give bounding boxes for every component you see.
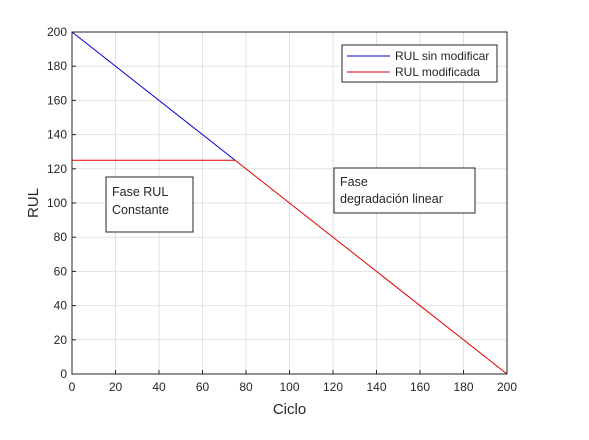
annotation-constant-line-1: Fase RUL xyxy=(112,185,168,199)
y-tick-label: 160 xyxy=(47,93,67,107)
annotation-constant-box xyxy=(105,176,194,233)
x-axis-ticks: 0 20 40 60 80 100 120 140 160 180 200 xyxy=(69,370,517,394)
x-tick-label: 60 xyxy=(196,380,210,394)
x-tick-label: 200 xyxy=(497,380,517,394)
x-tick-label: 80 xyxy=(239,380,253,394)
annotation-linear-box xyxy=(333,167,476,214)
series-line-rul-modificada xyxy=(72,159,508,375)
y-tick-label: 200 xyxy=(47,25,67,39)
y-tick-label: 180 xyxy=(47,59,67,73)
x-tick-label: 100 xyxy=(279,380,299,394)
y-tick-label: 20 xyxy=(54,333,68,347)
x-tick-label: 160 xyxy=(410,380,430,394)
y-axis-ticks: 0 20 40 60 80 100 120 140 160 180 200 xyxy=(47,25,76,381)
series-group xyxy=(71,31,508,375)
annotation-constant-phase: Fase RUL Constante xyxy=(105,176,194,233)
y-axis-label: RUL xyxy=(25,188,42,218)
x-tick-label: 20 xyxy=(109,380,123,394)
annotation-constant-line-2: Constante xyxy=(112,203,169,217)
y-tick-label: 40 xyxy=(54,299,68,313)
x-tick-label: 180 xyxy=(453,380,473,394)
y-tick-label: 60 xyxy=(54,264,68,278)
x-tick-label: 120 xyxy=(323,380,343,394)
y-tick-label: 120 xyxy=(47,162,67,176)
x-tick-label: 40 xyxy=(152,380,166,394)
y-tick-label: 140 xyxy=(47,128,67,142)
series-line-rul-sin-modificar xyxy=(71,31,236,161)
x-tick-label: 140 xyxy=(366,380,386,394)
legend-label-rul-sin-modificar: RUL sin modificar xyxy=(395,49,489,63)
y-tick-label: 80 xyxy=(54,230,68,244)
legend-box xyxy=(341,44,498,83)
annotation-linear-phase: Fase degradación linear xyxy=(333,167,476,214)
x-tick-label: 0 xyxy=(69,380,76,394)
y-tick-label: 100 xyxy=(47,196,67,210)
annotation-linear-line-2: degradación linear xyxy=(340,192,443,206)
x-axis-label: Ciclo xyxy=(273,401,306,418)
annotation-linear-line-1: Fase xyxy=(340,175,368,189)
legend-label-rul-modificada: RUL modificada xyxy=(395,65,480,79)
legend: RUL sin modificar RUL modificada xyxy=(341,44,498,83)
y-tick-label: 0 xyxy=(60,367,67,381)
plot-frame xyxy=(71,31,508,375)
